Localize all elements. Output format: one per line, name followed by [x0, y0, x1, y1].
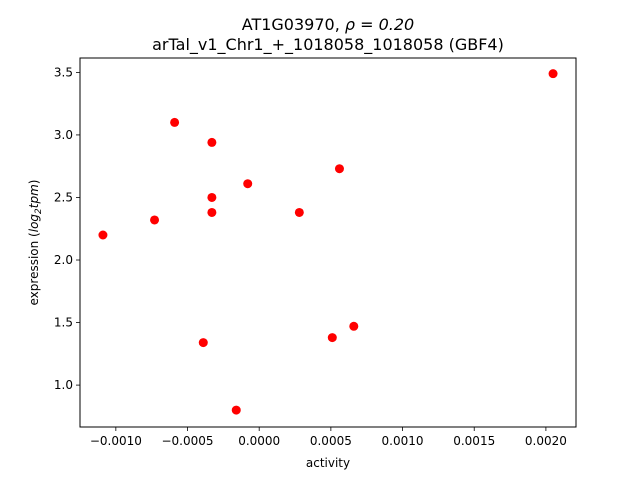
data-point [207, 137, 217, 147]
title-line-2: arTal_v1_Chr1_+_1018058_1018058 (GBF4) [152, 35, 504, 55]
x-tick-label: 0.0020 [525, 434, 567, 448]
y-axis-label-subscript: 2 [34, 208, 44, 214]
x-tick-label: −0.0010 [90, 434, 142, 448]
y-tick-label: 1.0 [54, 378, 73, 392]
y-axis-label-suffix: ) [27, 180, 41, 185]
y-tick-label: 2.5 [54, 190, 73, 204]
data-point [334, 164, 344, 174]
data-point [349, 321, 359, 331]
data-point [294, 207, 304, 217]
data-point [207, 192, 217, 202]
x-axis-ticks: −0.0010 −0.0005 0.0000 0.0005 0.0010 0.0015 0.… [90, 427, 567, 448]
y-axis-label-log: log [27, 214, 41, 233]
data-point [150, 215, 160, 225]
data-point [170, 117, 180, 127]
y-axis-label: expression (log2tpm) [27, 180, 44, 306]
x-tick-label: 0.0005 [310, 434, 352, 448]
y-axis-label-prefix: expression ( [27, 232, 41, 305]
data-point [198, 338, 208, 348]
x-tick-label: 0.0000 [238, 434, 280, 448]
chart-title: AT1G03970, ρ = 0.20 arTal_v1_Chr1_+_1018… [152, 15, 504, 55]
y-tick-label: 3.5 [54, 65, 73, 79]
plot-frame [79, 57, 577, 428]
data-points [98, 69, 558, 415]
y-axis-label-tpm: tpm [27, 184, 41, 208]
x-tick-label: 0.0015 [453, 434, 495, 448]
y-tick-label: 2.0 [54, 253, 73, 267]
x-tick-label: 0.0010 [382, 434, 424, 448]
data-point [327, 333, 337, 343]
x-tick-label: −0.0005 [161, 434, 213, 448]
x-axis-label: activity [306, 456, 350, 470]
y-tick-label: 1.5 [54, 316, 73, 330]
data-point [207, 207, 217, 217]
title-gene: AT1G03970, [242, 15, 345, 34]
title-rho: ρ = 0.20 [345, 15, 414, 34]
data-point [231, 405, 241, 415]
y-axis-ticks: 1.0 1.5 2.0 2.5 3.0 3.5 [54, 65, 80, 392]
y-tick-label: 3.0 [54, 128, 73, 142]
data-point [243, 179, 253, 189]
data-point [98, 230, 108, 240]
data-point [548, 69, 558, 79]
title-line-1: AT1G03970, ρ = 0.20 [242, 15, 414, 34]
